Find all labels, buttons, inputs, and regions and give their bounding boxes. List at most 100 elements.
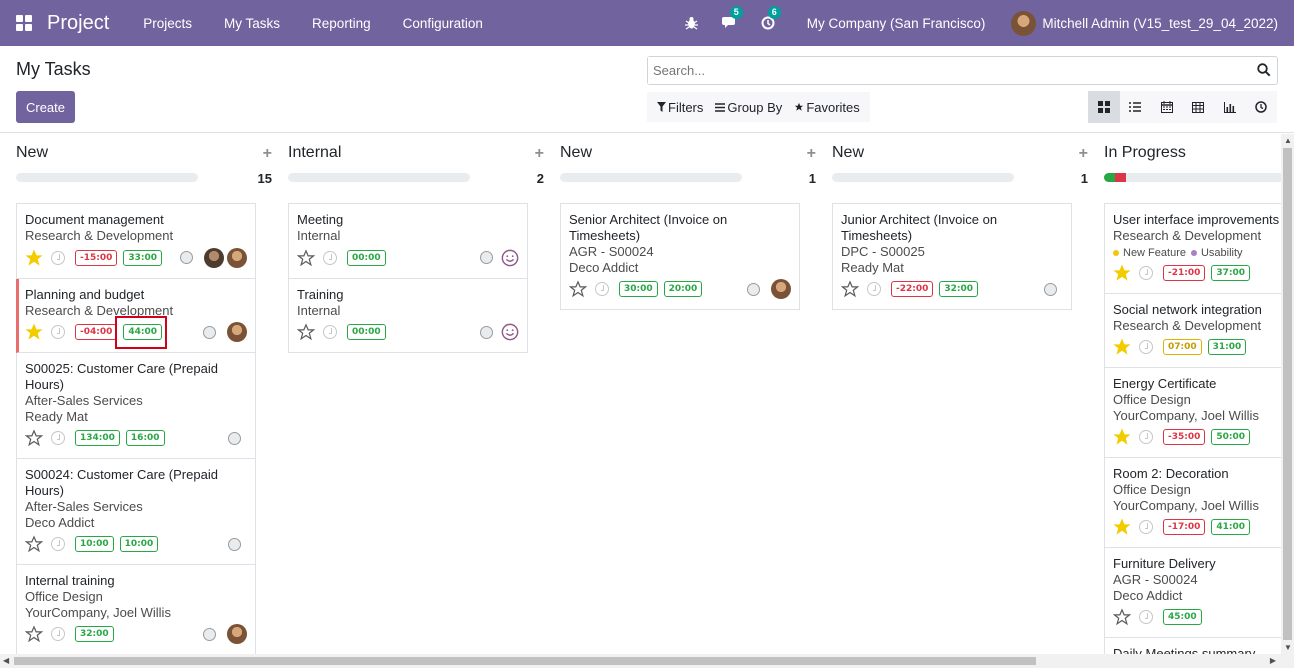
star-icon[interactable] [296,323,316,341]
star-filled-icon[interactable] [1113,428,1131,446]
column-progress-bar[interactable] [832,173,1014,182]
task-card[interactable]: Energy Certificate Office Design YourCompa… [1104,368,1281,458]
quick-create-icon[interactable]: + [534,145,544,162]
star-icon[interactable] [1112,608,1132,626]
task-card[interactable]: User interface improvements Research & De… [1104,203,1281,294]
task-card[interactable]: S00025: Customer Care (Prepaid Hours) Aft… [16,353,256,459]
smiley-icon[interactable] [501,323,519,341]
vertical-scroll-thumb[interactable] [1283,148,1292,640]
task-card[interactable]: Social network integration Research & Dev… [1104,293,1281,368]
smiley-icon[interactable] [501,249,519,267]
bug-icon[interactable] [683,14,701,32]
horizontal-scroll-thumb[interactable] [14,657,1036,665]
favorites-button[interactable]: Favorites [788,100,865,115]
activity-clock-icon[interactable] [51,250,65,265]
column-progress-bar[interactable] [560,173,742,182]
column-title[interactable]: New [832,144,865,161]
kanban-state-icon[interactable] [180,251,193,264]
task-card[interactable]: S00024: Customer Care (Prepaid Hours) Aft… [16,459,256,565]
search-input[interactable] [648,57,1238,84]
progress-red[interactable] [1114,173,1126,182]
activity-clock-icon[interactable] [51,325,65,339]
task-card[interactable]: Document management Research & Developmen… [16,203,256,279]
pivot-view-icon[interactable] [1183,91,1215,123]
activity-clock-icon[interactable] [51,431,65,445]
activity-clock-icon[interactable] [323,250,337,265]
user-avatar[interactable] [1011,10,1037,36]
assignee-avatar[interactable] [227,624,247,644]
task-card[interactable]: Senior Architect (Invoice on Timesheets)… [560,203,800,310]
activity-view-icon[interactable] [1246,91,1278,123]
vertical-scrollbar[interactable]: ▲ ▼ [1281,134,1294,654]
kanban-state-icon[interactable] [480,325,493,339]
graph-view-icon[interactable] [1214,91,1246,123]
user-menu[interactable]: Mitchell Admin (V15_test_29_04_2022) [1042,15,1278,31]
assignee-avatar[interactable] [204,247,224,268]
activities-icon[interactable]: 6 [759,6,781,32]
kanban-state-icon[interactable] [228,431,241,445]
task-card[interactable]: Internal training Office Design YourCompan… [16,565,256,654]
task-card[interactable]: Training Internal 00:00 [288,278,528,353]
assignee-avatar[interactable] [227,322,247,342]
column-title[interactable]: New [560,144,593,161]
menu-projects[interactable]: Projects [143,15,193,31]
assignee-avatar[interactable] [771,279,791,299]
task-card[interactable]: Daily Meetings summary [1104,638,1281,654]
star-icon[interactable] [568,280,588,298]
menu-reporting[interactable]: Reporting [312,15,371,31]
activity-clock-icon[interactable] [1139,520,1153,534]
menu-configuration[interactable]: Configuration [402,15,483,31]
quick-create-icon[interactable]: + [806,145,816,162]
kanban-state-icon[interactable] [747,282,760,296]
column-progress-bar[interactable] [288,173,470,182]
activity-clock-icon[interactable] [51,537,65,551]
scroll-left-icon[interactable]: ◀ [3,656,10,665]
company-switcher[interactable]: My Company (San Francisco) [806,15,986,31]
column-title[interactable]: In Progress [1104,144,1186,161]
task-card[interactable]: Meeting Internal 00:00 [288,203,528,279]
activity-clock-icon[interactable] [323,325,337,339]
kanban-state-icon[interactable] [480,251,493,264]
calendar-view-icon[interactable] [1151,91,1183,123]
task-card[interactable]: Junior Architect (Invoice on Timesheets)… [832,203,1072,310]
column-title[interactable]: New [16,144,49,161]
scroll-up-icon[interactable]: ▲ [1284,136,1292,145]
column-progress-bar[interactable] [16,173,198,182]
kanban-view-icon[interactable] [1088,91,1120,123]
star-icon[interactable] [24,625,44,643]
column-title[interactable]: Internal [288,144,342,161]
star-filled-icon[interactable] [25,323,43,341]
kanban-state-icon[interactable] [203,627,216,641]
search-icon[interactable] [1257,63,1271,80]
activity-clock-icon[interactable] [595,282,609,296]
task-card[interactable]: Room 2: Decoration Office Design YourCompa… [1104,458,1281,548]
app-brand[interactable]: Project [47,11,110,34]
activity-clock-icon[interactable] [51,627,65,641]
kanban-state-icon[interactable] [203,325,216,339]
star-icon[interactable] [24,535,44,553]
progress-green[interactable] [1104,173,1115,182]
column-progress-bar[interactable] [1104,173,1281,182]
star-filled-icon[interactable] [1113,338,1131,356]
group-by-button[interactable]: Group By [709,100,788,115]
star-icon[interactable] [840,280,860,298]
quick-create-icon[interactable]: + [262,145,272,162]
quick-create-icon[interactable]: + [1078,145,1088,162]
star-icon[interactable] [296,248,316,267]
filters-button[interactable]: Filters [651,100,709,115]
task-card[interactable]: Furniture Delivery AGR - S00024 Deco Addic… [1104,548,1281,638]
star-filled-icon[interactable] [25,249,43,267]
messages-icon[interactable]: 5 [721,6,743,32]
assignee-avatar[interactable] [227,247,247,268]
star-icon[interactable] [24,429,44,447]
scroll-down-icon[interactable]: ▼ [1284,643,1292,652]
task-card[interactable]: Planning and budget Research & Developmen… [16,278,256,353]
kanban-state-icon[interactable] [1044,282,1057,296]
activity-clock-icon[interactable] [1139,610,1153,624]
create-button[interactable]: Create [16,91,75,123]
apps-menu-icon[interactable] [16,15,32,31]
scroll-right-icon[interactable]: ▶ [1269,656,1276,665]
horizontal-scrollbar[interactable]: ◀ ▶ [0,654,1294,668]
activity-clock-icon[interactable] [1139,430,1153,444]
kanban-state-icon[interactable] [228,537,241,551]
